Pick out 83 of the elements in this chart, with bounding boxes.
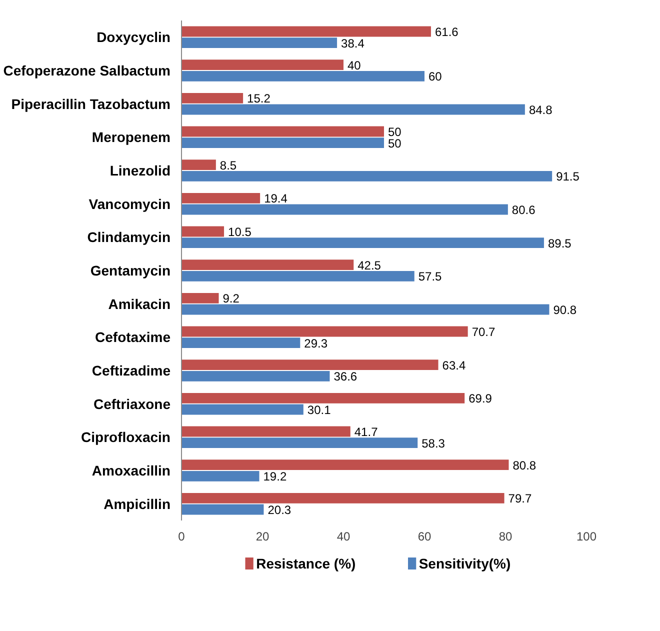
y-tick-label: Meropenem	[92, 129, 171, 146]
bar	[182, 204, 508, 215]
data-label: 63.4	[442, 358, 466, 372]
y-tick-label: Ceftizadime	[92, 362, 171, 378]
data-label: 36.6	[334, 370, 358, 384]
data-label: 69.9	[468, 392, 492, 406]
x-tick-label: 20	[256, 530, 270, 544]
data-label: 40	[348, 58, 362, 72]
x-tick-label: 100	[576, 530, 597, 544]
x-tick-label: 80	[498, 530, 512, 544]
bar	[182, 60, 344, 70]
bar	[182, 370, 330, 382]
bar	[182, 292, 219, 304]
bar	[182, 404, 304, 415]
bar	[182, 38, 338, 48]
bar	[182, 338, 300, 348]
bar	[182, 304, 550, 315]
bar	[182, 360, 438, 370]
legend-label: Resistance (%)	[256, 556, 356, 572]
x-tick-label: 40	[336, 530, 350, 544]
y-tick-label: Linezolid	[110, 162, 171, 178]
bar	[182, 104, 525, 115]
bar	[182, 492, 504, 504]
y-tick-label: Cefoperazone Salbactum	[3, 62, 171, 78]
y-tick-label: Gentamycin	[90, 262, 171, 278]
y-tick-label: Ceftriaxone	[93, 396, 171, 412]
y-tick-label: Cefotaxime	[95, 329, 171, 346]
bar	[182, 138, 384, 148]
bar	[182, 70, 424, 82]
data-label: 38.4	[341, 36, 365, 50]
data-label: 41.7	[354, 425, 378, 439]
bar	[182, 504, 264, 515]
x-tick-label: 0	[178, 530, 186, 544]
y-tick-label: Doxycyclin	[96, 29, 171, 46]
data-label: 8.5	[220, 158, 237, 172]
data-label: 9.2	[222, 292, 240, 306]
data-label: 84.8	[528, 103, 553, 117]
data-label: 10.5	[228, 225, 252, 239]
data-label: 58.3	[422, 436, 446, 450]
data-label: 50	[388, 136, 402, 150]
y-tick-label: Amoxacillin	[92, 462, 171, 478]
data-label: 42.5	[358, 258, 382, 272]
bar	[182, 470, 260, 482]
data-label: 79.7	[508, 492, 532, 506]
y-tick-label: Piperacillin Tazobactum	[11, 96, 171, 112]
data-label: 50	[388, 125, 402, 139]
bar	[182, 460, 509, 470]
data-label: 20.3	[268, 503, 292, 517]
data-label: 90.8	[553, 303, 577, 317]
bar	[182, 192, 260, 204]
data-label: 80.6	[512, 203, 536, 217]
data-label: 60	[428, 70, 442, 84]
bar	[182, 92, 244, 104]
bar	[182, 160, 216, 170]
data-label: 15.2	[247, 92, 271, 106]
bar	[182, 426, 350, 437]
bar	[182, 238, 544, 248]
x-tick-label: 60	[418, 530, 432, 544]
bar	[182, 170, 552, 182]
data-label: 80.8	[512, 458, 536, 472]
y-tick-label: Ciprofloxacin	[81, 429, 171, 446]
y-tick-label: Clindamycin	[87, 229, 171, 246]
y-tick-label: Vancomycin	[88, 196, 170, 212]
data-label: 30.1	[307, 403, 332, 417]
data-label: 89.5	[548, 236, 572, 250]
data-label: 29.3	[304, 336, 328, 350]
y-tick-label: Amikacin	[108, 296, 170, 312]
y-tick-label: Ampicillin	[104, 496, 171, 512]
data-label: 70.7	[472, 325, 496, 339]
bar	[182, 226, 224, 237]
legend-label: Sensitivity(%)	[418, 556, 511, 572]
bar	[182, 270, 414, 282]
bar	[182, 126, 384, 137]
data-label: 19.2	[263, 470, 287, 484]
data-label: 61.6	[434, 25, 459, 39]
bar	[182, 392, 465, 404]
bar	[182, 26, 431, 37]
data-label: 91.5	[556, 170, 580, 184]
bar	[182, 438, 418, 448]
data-label: 57.5	[418, 270, 442, 284]
data-label: 19.4	[264, 192, 288, 206]
bar	[182, 260, 354, 270]
bar	[182, 326, 468, 337]
